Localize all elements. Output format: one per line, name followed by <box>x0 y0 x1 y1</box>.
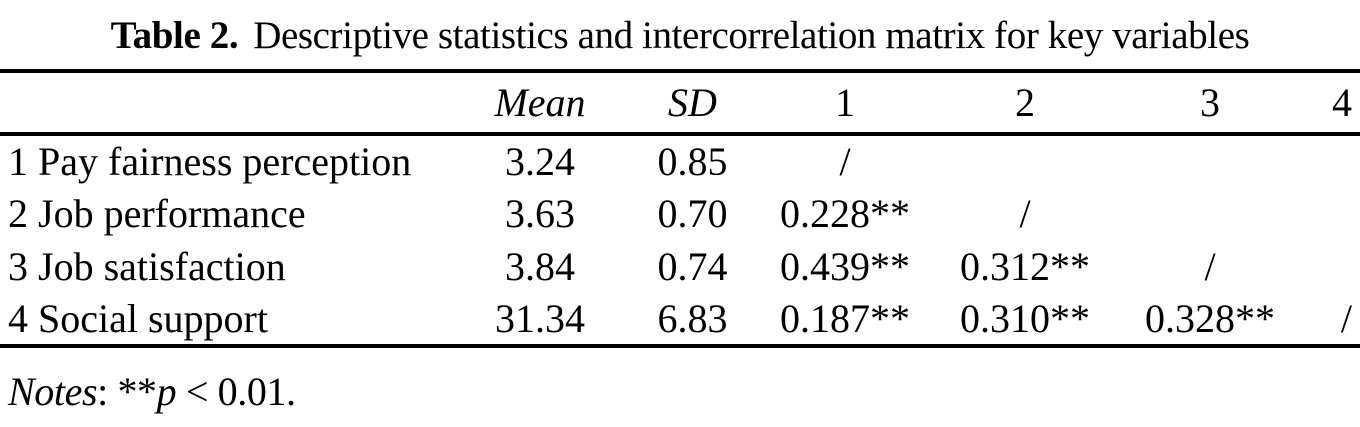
sd-cell: 0.85 <box>657 139 728 184</box>
correlation-cell <box>1125 187 1295 240</box>
column-header-1: 1 <box>765 71 925 136</box>
correlation-cell: 0.439** <box>780 244 910 289</box>
correlation-cell: / <box>1019 191 1031 236</box>
correlation-cell: 0.328** <box>1145 296 1275 341</box>
sd-cell: 0.70 <box>657 191 728 236</box>
mean-cell: 3.63 <box>505 191 575 236</box>
notes-label: Notes <box>8 369 98 414</box>
column-header-sd: SD <box>620 71 765 136</box>
table-notes: Notes: **p < 0.01. <box>0 368 1360 415</box>
mean-cell: 31.34 <box>495 296 585 341</box>
correlation-cell <box>925 134 1125 187</box>
mean-cell: 3.84 <box>505 244 575 289</box>
variable-label: 1 Pay fairness perception <box>8 139 412 184</box>
table-caption-text: Descriptive statistics and intercorrelat… <box>253 14 1250 57</box>
mean-cell: 3.24 <box>505 139 575 184</box>
column-header-2: 2 <box>925 71 1125 136</box>
correlation-cell: 0.187** <box>780 296 910 341</box>
correlation-cell <box>1125 134 1295 187</box>
notes-colon: : <box>97 369 118 414</box>
correlation-cell <box>1295 134 1360 187</box>
table-row: 2 Job performance 3.63 0.70 0.228** / <box>0 187 1360 240</box>
table-caption: Table 2. Descriptive statistics and inte… <box>0 0 1360 69</box>
table-row: 1 Pay fairness perception 3.24 0.85 / <box>0 134 1360 187</box>
sd-cell: 6.83 <box>657 296 728 341</box>
column-header-variable <box>0 71 460 136</box>
correlation-cell: / <box>839 139 851 184</box>
p-symbol: p <box>156 369 177 414</box>
table-number: Table 2. <box>110 14 239 57</box>
correlation-cell: / <box>1340 296 1352 341</box>
statistics-table: Mean SD 1 2 3 4 1 Pay fairness perceptio… <box>0 69 1360 348</box>
p-threshold: < 0.01. <box>176 369 296 414</box>
header-row: Mean SD 1 2 3 4 <box>0 71 1360 136</box>
table-row: 4 Social support 31.34 6.83 0.187** 0.31… <box>0 293 1360 346</box>
variable-label: 2 Job performance <box>8 191 306 236</box>
column-header-4: 4 <box>1295 71 1360 136</box>
correlation-cell: 0.310** <box>960 296 1090 341</box>
correlation-cell: 0.228** <box>780 191 910 236</box>
variable-label: 4 Social support <box>8 296 268 341</box>
significance-stars: ** <box>117 369 157 414</box>
correlation-cell: 0.312** <box>960 244 1090 289</box>
column-header-mean: Mean <box>460 71 620 136</box>
correlation-cell <box>1295 187 1360 240</box>
correlation-cell: / <box>1204 244 1216 289</box>
correlation-cell <box>1295 240 1360 293</box>
sd-cell: 0.74 <box>657 244 728 289</box>
variable-label: 3 Job satisfaction <box>8 244 286 289</box>
table-row: 3 Job satisfaction 3.84 0.74 0.439** 0.3… <box>0 240 1360 293</box>
column-header-3: 3 <box>1125 71 1295 136</box>
